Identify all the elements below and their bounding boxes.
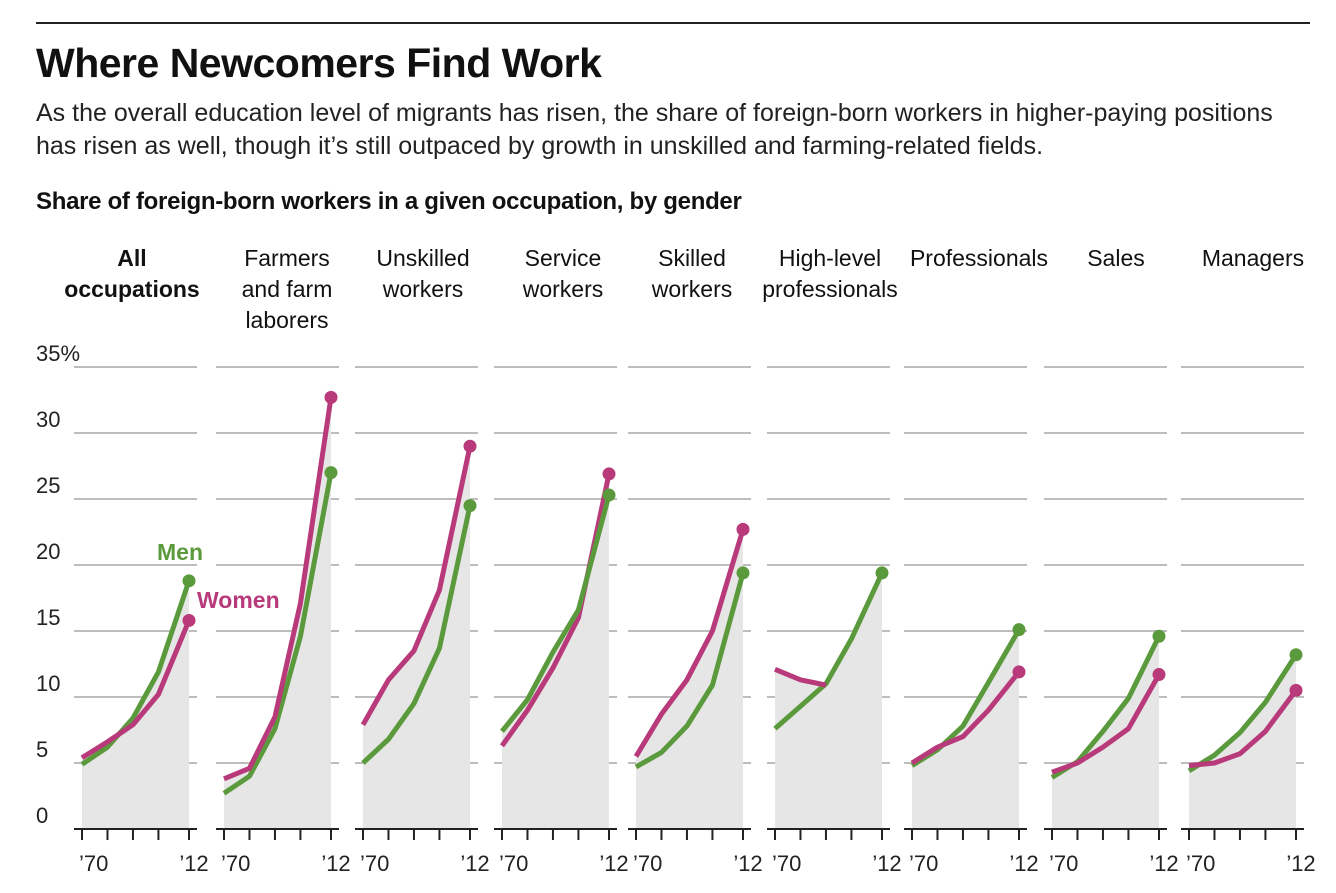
area-fill bbox=[775, 572, 882, 829]
men-line bbox=[80, 580, 192, 767]
women-end-dot bbox=[602, 467, 616, 481]
men-line bbox=[634, 572, 746, 770]
women-line bbox=[633, 528, 746, 758]
panel-label: High-level bbox=[779, 245, 881, 271]
area-fill bbox=[224, 397, 331, 829]
y-tick-label: 35% bbox=[36, 341, 80, 366]
x-tick-label: ’70 bbox=[1049, 851, 1078, 876]
x-tick-label: ’12 bbox=[460, 851, 489, 876]
men-end-dot bbox=[736, 566, 750, 580]
panel: High-level professionals ’70 ’12 bbox=[762, 245, 901, 876]
x-tick-label: ’12 bbox=[1149, 851, 1178, 876]
panel-label: Unskilled bbox=[376, 245, 469, 271]
men-line bbox=[1187, 653, 1299, 774]
y-tick-label: 25 bbox=[36, 473, 60, 498]
men-end-dot bbox=[602, 488, 616, 502]
y-axis: 0 5 10 15 20 25 30 35% bbox=[36, 341, 80, 828]
women-line bbox=[774, 666, 827, 688]
panel-label: workers bbox=[651, 276, 733, 302]
y-tick-label: 5 bbox=[36, 737, 48, 762]
panel-label: All bbox=[117, 245, 146, 271]
x-tick-label: ’12 bbox=[179, 851, 208, 876]
men-end-dot bbox=[1289, 648, 1303, 662]
x-tick-label: ’12 bbox=[872, 851, 901, 876]
men-end-dot bbox=[1012, 623, 1026, 637]
x-tick-label: ’12 bbox=[321, 851, 350, 876]
women-end-dot bbox=[1152, 668, 1166, 682]
x-tick-label: ’12 bbox=[1286, 851, 1315, 876]
x-tick-label: ’70 bbox=[909, 851, 938, 876]
x-tick-label: ’70 bbox=[772, 851, 801, 876]
women-line bbox=[1188, 688, 1299, 769]
women-line bbox=[360, 445, 473, 726]
panel: Managers ’70 ’12 bbox=[1181, 245, 1316, 876]
panel-label: Service bbox=[525, 245, 602, 271]
panel-label: professionals bbox=[762, 276, 898, 302]
x-tick-label: ’70 bbox=[499, 851, 528, 876]
top-rule bbox=[36, 22, 1310, 24]
women-line bbox=[80, 619, 192, 760]
men-end-dot bbox=[463, 499, 477, 513]
y-tick-label: 15 bbox=[36, 605, 60, 630]
women-end-dot bbox=[463, 439, 477, 453]
x-tick-label: ’70 bbox=[360, 851, 389, 876]
panel-label: Professionals bbox=[910, 245, 1048, 271]
panel-label: Managers bbox=[1202, 245, 1304, 271]
panel: Farmers and farm laborers ’70 ’12 bbox=[216, 245, 351, 876]
women-end-dot bbox=[736, 522, 750, 536]
x-tick-label: ’70 bbox=[1186, 851, 1215, 876]
women-end-dot bbox=[182, 613, 196, 627]
men-line bbox=[500, 494, 612, 733]
women-line bbox=[223, 396, 334, 782]
women-line bbox=[1051, 673, 1162, 775]
women-end-dot bbox=[324, 390, 338, 404]
panel: Unskilled workers ’70 ’12 bbox=[355, 245, 490, 876]
x-tick-label: ’70 bbox=[79, 851, 108, 876]
panel-label: workers bbox=[522, 276, 604, 302]
area-fill bbox=[1052, 636, 1159, 829]
y-tick-label: 20 bbox=[36, 539, 60, 564]
panel: All occupations ’70 ’12 bbox=[64, 245, 208, 876]
legend-women-label: Women bbox=[197, 587, 280, 613]
panel-label: workers bbox=[382, 276, 464, 302]
panel: Skilled workers ’70 ’12 bbox=[628, 245, 763, 876]
page-subtitle: As the overall education level of migran… bbox=[36, 99, 1273, 160]
x-tick-label: ’70 bbox=[221, 851, 250, 876]
panel-label: Farmers bbox=[244, 245, 330, 271]
y-tick-label: 0 bbox=[36, 803, 48, 828]
men-line bbox=[222, 472, 334, 796]
panel: Service workers ’70 ’12 bbox=[494, 245, 629, 876]
women-end-dot bbox=[1289, 683, 1303, 697]
area-fill bbox=[82, 580, 189, 829]
x-tick-label: ’12 bbox=[599, 851, 628, 876]
men-end-dot bbox=[182, 574, 196, 588]
panel: Sales ’70 ’12 bbox=[1044, 245, 1179, 876]
x-tick-label: ’12 bbox=[733, 851, 762, 876]
men-end-dot bbox=[1152, 629, 1166, 643]
page-title: Where Newcomers Find Work bbox=[36, 40, 602, 86]
x-tick-label: ’70 bbox=[633, 851, 662, 876]
women-line bbox=[910, 670, 1021, 766]
legend-men-label: Men bbox=[157, 539, 203, 565]
men-line bbox=[361, 505, 473, 765]
panel-label: laborers bbox=[245, 307, 328, 333]
men-end-dot bbox=[324, 466, 338, 480]
panel-label: and farm bbox=[242, 276, 333, 302]
panel-label: Skilled bbox=[658, 245, 726, 271]
panel-label: occupations bbox=[64, 276, 199, 302]
panel-label: Sales bbox=[1087, 245, 1145, 271]
y-tick-label: 30 bbox=[36, 407, 60, 432]
panel: Professionals ’70 ’12 bbox=[904, 245, 1048, 876]
area-fill bbox=[363, 446, 470, 829]
women-end-dot bbox=[1012, 665, 1026, 679]
y-tick-label: 10 bbox=[36, 671, 60, 696]
x-tick-label: ’12 bbox=[1009, 851, 1038, 876]
legend: Men Women bbox=[157, 539, 280, 613]
chart-heading: Share of foreign-born workers in a given… bbox=[36, 188, 742, 215]
men-end-dot bbox=[875, 566, 889, 580]
